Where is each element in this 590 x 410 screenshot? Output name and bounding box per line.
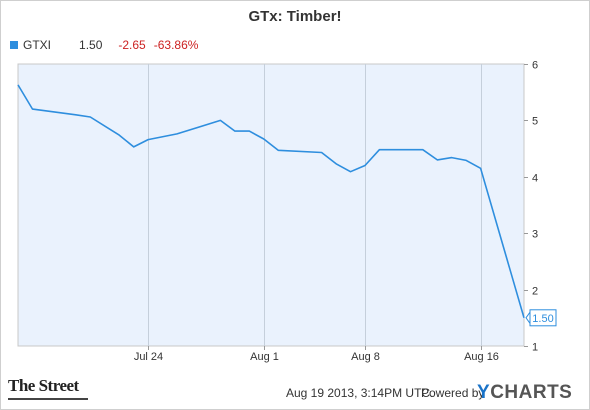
ycharts-logo: YCHARTS	[477, 382, 572, 404]
y-tick-label: 2	[532, 286, 538, 298]
ycharts-logo-text: CHARTS	[490, 382, 573, 403]
chart-title: GTx: Timber!	[248, 8, 342, 25]
legend-change: -2.65	[118, 38, 146, 52]
grid-lines	[148, 64, 482, 346]
thestreet-logo-rule	[8, 398, 88, 400]
y-axis: 1 2 3 4 5 6	[524, 60, 538, 354]
last-value-label: 1.50	[532, 313, 553, 325]
footer-powered-by: Powered by	[421, 386, 485, 400]
y-tick-label: 6	[532, 60, 538, 72]
legend-change-percent: -63.86%	[153, 38, 199, 52]
y-tick-label: 3	[532, 229, 538, 241]
last-value-callout: 1.50	[525, 309, 557, 327]
ycharts-logo-y: Y	[477, 382, 491, 403]
y-tick-label: 4	[532, 173, 538, 185]
x-tick-label: Jul 24	[134, 351, 163, 363]
x-tick-label: Aug 16	[464, 351, 499, 363]
legend-ticker: GTXI	[23, 38, 52, 52]
legend-price: 1.50	[79, 38, 103, 52]
legend-swatch	[10, 41, 18, 49]
footer-timestamp: Aug 19 2013, 3:14PM UTC.	[286, 386, 434, 400]
x-tick-label: Aug 1	[250, 351, 279, 363]
y-tick-label: 5	[532, 116, 538, 128]
y-tick-label: 1	[532, 342, 538, 354]
plot-area	[17, 63, 525, 347]
x-tick-label: Aug 8	[351, 351, 380, 363]
series-line-gtxi	[17, 84, 525, 319]
thestreet-logo: The Street	[8, 376, 79, 395]
chart-legend: GTXI 1.50 -2.65 -63.86%	[10, 38, 198, 52]
x-axis: Jul 24 Aug 1 Aug 8 Aug 16	[134, 346, 499, 363]
last-value-box	[529, 309, 557, 327]
